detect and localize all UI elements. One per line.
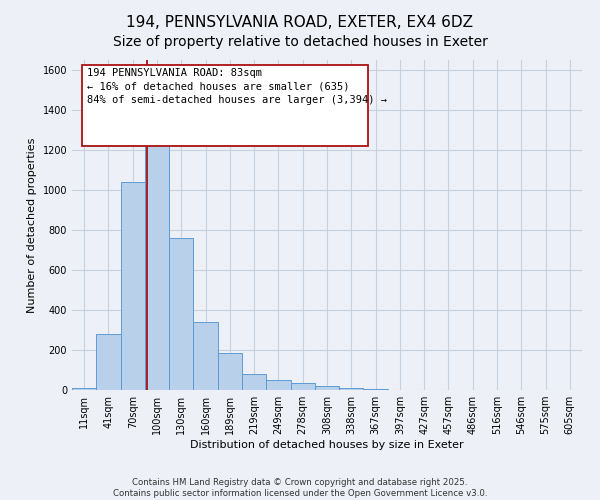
Bar [242, 374, 266, 390]
Text: Contains HM Land Registry data © Crown copyright and database right 2025.
Contai: Contains HM Land Registry data © Crown c… [113, 478, 487, 498]
Bar [72, 388, 96, 390]
Bar [121, 182, 145, 390]
Bar [169, 238, 193, 390]
Text: 194 PENNSYLVANIA ROAD: 83sqm
← 16% of detached houses are smaller (635)
84% of s: 194 PENNSYLVANIA ROAD: 83sqm ← 16% of de… [88, 68, 388, 104]
Bar [96, 334, 121, 390]
Bar [145, 138, 169, 390]
FancyBboxPatch shape [82, 65, 368, 146]
Bar [290, 383, 315, 390]
Bar [193, 322, 218, 390]
Text: 194, PENNSYLVANIA ROAD, EXETER, EX4 6DZ: 194, PENNSYLVANIA ROAD, EXETER, EX4 6DZ [127, 15, 473, 30]
Bar [218, 353, 242, 390]
Bar [266, 380, 290, 390]
Bar [339, 388, 364, 390]
Text: Size of property relative to detached houses in Exeter: Size of property relative to detached ho… [113, 35, 487, 49]
Bar [315, 386, 339, 390]
X-axis label: Distribution of detached houses by size in Exeter: Distribution of detached houses by size … [190, 440, 464, 450]
Y-axis label: Number of detached properties: Number of detached properties [27, 138, 37, 312]
